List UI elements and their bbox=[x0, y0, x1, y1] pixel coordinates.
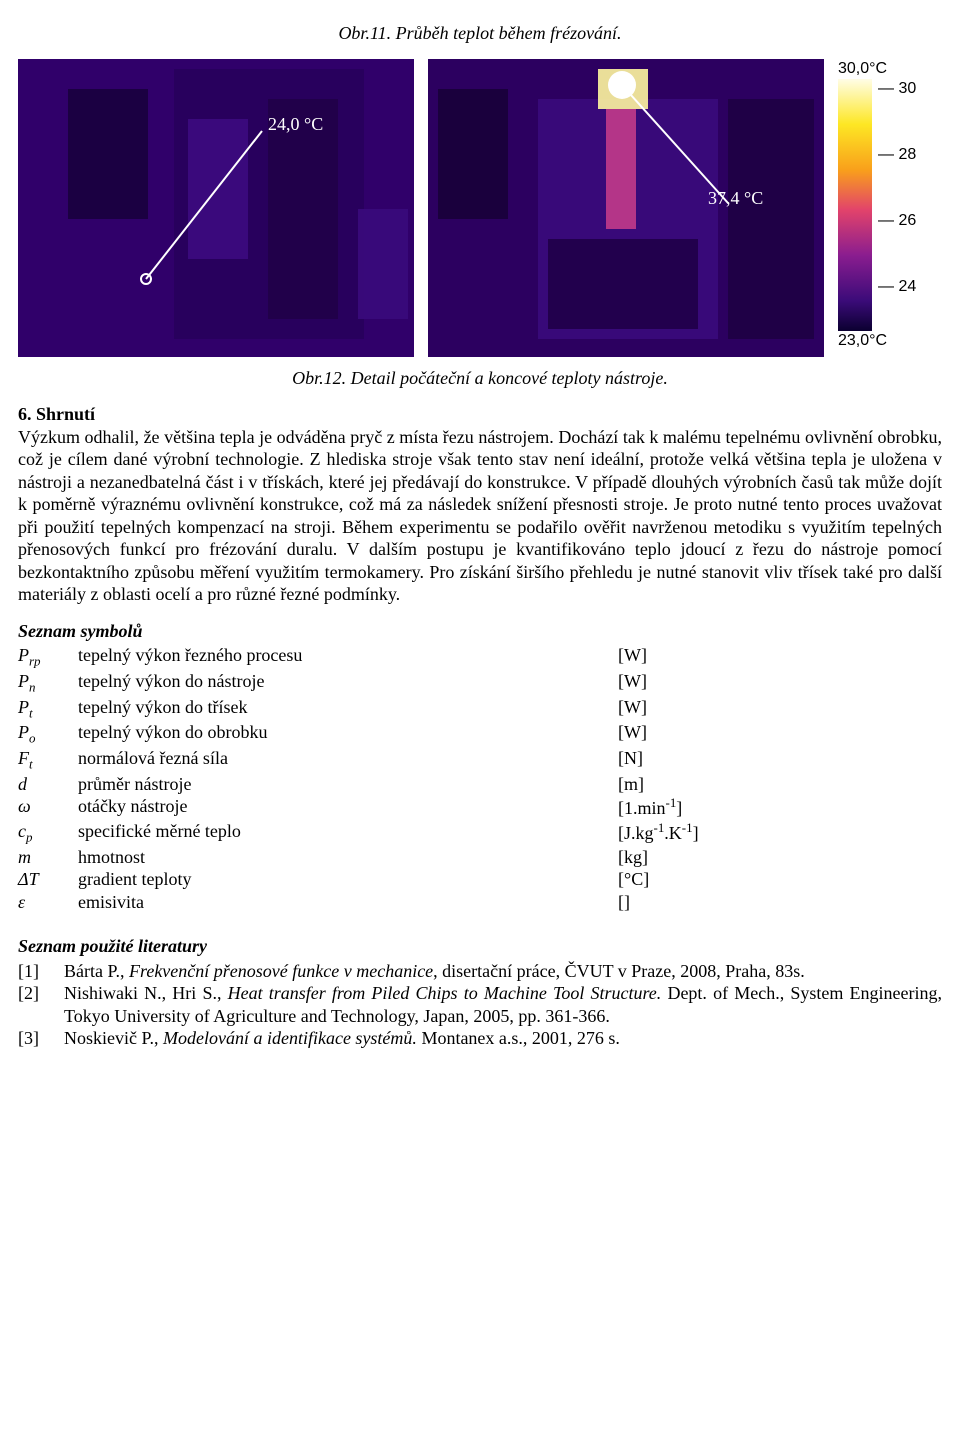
unit-cell: [W] bbox=[618, 644, 942, 670]
colorbar-top-label: 30,0°C bbox=[838, 59, 887, 79]
thermal-images-row: 24,0 °C 37,4 °C 30,0°C — 30 — 28 — 26 — 24 … bbox=[18, 59, 942, 357]
colorbar-tick: — 28 bbox=[878, 145, 916, 165]
symbol-cell: ε bbox=[18, 891, 78, 914]
symbol-cell: Pn bbox=[18, 670, 78, 696]
table-row: Potepelný výkon do obrobku[W] bbox=[18, 721, 942, 747]
unit-cell: [W] bbox=[618, 721, 942, 747]
colorbar-bottom-label: 23,0°C bbox=[838, 331, 887, 351]
symbol-cell: Prp bbox=[18, 644, 78, 670]
section-6-body: Výzkum odhalil, že většina tepla je odvá… bbox=[18, 426, 942, 606]
table-row: ωotáčky nástroje[1.min-1] bbox=[18, 795, 942, 820]
symbol-cell: Ft bbox=[18, 747, 78, 773]
colorbar-tick: — 24 bbox=[878, 277, 916, 297]
references-list: [1]Bárta P., Frekvenční přenosové funkce… bbox=[18, 960, 942, 1050]
unit-cell: [°C] bbox=[618, 868, 942, 891]
colorbar: 30,0°C — 30 — 28 — 26 — 24 23,0°C bbox=[838, 59, 916, 351]
figure-11-caption: Obr.11. Průběh teplot během frézování. bbox=[18, 22, 942, 45]
thermal-svg-1 bbox=[18, 59, 414, 357]
unit-cell: [] bbox=[618, 891, 942, 914]
colorbar-ticks: — 30 — 28 — 26 — 24 bbox=[878, 79, 916, 331]
symbols-heading: Seznam symbolů bbox=[18, 620, 942, 643]
table-row: εemisivita[] bbox=[18, 891, 942, 914]
temp-label-1: 24,0 °C bbox=[268, 113, 323, 136]
colorbar-tick: — 26 bbox=[878, 211, 916, 231]
reference-number: [3] bbox=[18, 1027, 64, 1050]
figure-12-caption: Obr.12. Detail počáteční a koncové teplo… bbox=[18, 367, 942, 390]
table-row: Ftnormálová řezná síla[N] bbox=[18, 747, 942, 773]
reference-item: [3]Noskievič P., Modelování a identifika… bbox=[18, 1027, 942, 1050]
symbol-cell: m bbox=[18, 846, 78, 869]
description-cell: gradient teploty bbox=[78, 868, 618, 891]
reference-item: [2]Nishiwaki N., Hri S., Heat transfer f… bbox=[18, 982, 942, 1027]
description-cell: tepelný výkon do třísek bbox=[78, 696, 618, 722]
temp-label-2: 37,4 °C bbox=[708, 187, 763, 210]
description-cell: emisivita bbox=[78, 891, 618, 914]
symbols-table: Prptepelný výkon řezného procesu[W]Pntep… bbox=[18, 644, 942, 913]
unit-cell: [kg] bbox=[618, 846, 942, 869]
description-cell: specifické měrné teplo bbox=[78, 820, 618, 846]
table-row: ΔTgradient teploty[°C] bbox=[18, 868, 942, 891]
unit-cell: [1.min-1] bbox=[618, 795, 942, 820]
colorbar-tick: — 30 bbox=[878, 79, 916, 99]
thermal-svg-2 bbox=[428, 59, 824, 357]
symbol-cell: cp bbox=[18, 820, 78, 846]
references-heading: Seznam použité literatury bbox=[18, 935, 942, 958]
reference-number: [1] bbox=[18, 960, 64, 983]
colorbar-svg bbox=[838, 79, 872, 331]
reference-number: [2] bbox=[18, 982, 64, 1027]
description-cell: hmotnost bbox=[78, 846, 618, 869]
reference-item: [1]Bárta P., Frekvenční přenosové funkce… bbox=[18, 960, 942, 983]
description-cell: normálová řezná síla bbox=[78, 747, 618, 773]
description-cell: průměr nástroje bbox=[78, 773, 618, 796]
unit-cell: [J.kg-1.K-1] bbox=[618, 820, 942, 846]
symbol-cell: d bbox=[18, 773, 78, 796]
unit-cell: [W] bbox=[618, 670, 942, 696]
symbol-cell: ω bbox=[18, 795, 78, 820]
reference-text: Bárta P., Frekvenční přenosové funkce v … bbox=[64, 960, 942, 983]
table-row: cpspecifické měrné teplo[J.kg-1.K-1] bbox=[18, 820, 942, 846]
table-row: mhmotnost[kg] bbox=[18, 846, 942, 869]
unit-cell: [W] bbox=[618, 696, 942, 722]
unit-cell: [m] bbox=[618, 773, 942, 796]
reference-text: Noskievič P., Modelování a identifikace … bbox=[64, 1027, 942, 1050]
symbol-cell: ΔT bbox=[18, 868, 78, 891]
table-row: Pttepelný výkon do třísek[W] bbox=[18, 696, 942, 722]
description-cell: tepelný výkon do nástroje bbox=[78, 670, 618, 696]
section-6-heading: 6. Shrnutí bbox=[18, 403, 942, 426]
thermal-image-2: 37,4 °C bbox=[428, 59, 824, 357]
thermal-image-1: 24,0 °C bbox=[18, 59, 414, 357]
symbol-cell: Pt bbox=[18, 696, 78, 722]
table-row: Prptepelný výkon řezného procesu[W] bbox=[18, 644, 942, 670]
description-cell: tepelný výkon řezného procesu bbox=[78, 644, 618, 670]
reference-text: Nishiwaki N., Hri S., Heat transfer from… bbox=[64, 982, 942, 1027]
table-row: Pntepelný výkon do nástroje[W] bbox=[18, 670, 942, 696]
symbol-cell: Po bbox=[18, 721, 78, 747]
description-cell: tepelný výkon do obrobku bbox=[78, 721, 618, 747]
description-cell: otáčky nástroje bbox=[78, 795, 618, 820]
unit-cell: [N] bbox=[618, 747, 942, 773]
table-row: dprůměr nástroje[m] bbox=[18, 773, 942, 796]
